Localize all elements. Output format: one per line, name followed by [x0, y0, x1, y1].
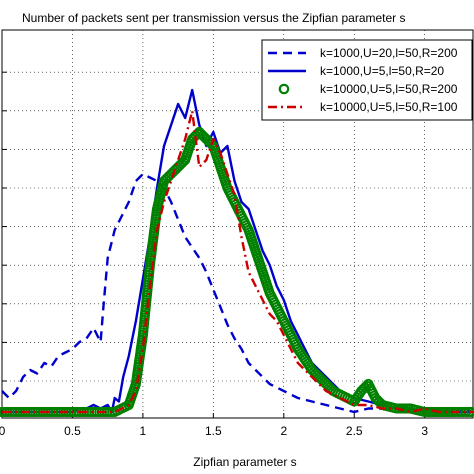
x-tick-label: 1.5 [205, 424, 222, 438]
x-tick-label: 0 [0, 424, 6, 438]
x-axis-label: Zipfian parameter s [193, 455, 296, 469]
legend-box [261, 39, 473, 121]
plot-area: 0 0.5 1 1.5 2 2.5 3 k=1000,U=20,l=50,R=200 k=100… [0, 29, 474, 438]
chart-title: Number of packets sent per transmission … [22, 11, 406, 25]
legend-label: k=10000,U=5,l=50,R=100 [320, 100, 458, 114]
x-tick-label: 2.5 [346, 424, 363, 438]
legend-marker [278, 83, 290, 95]
x-tick-label: 1 [140, 424, 147, 438]
x-tick-label: 2 [280, 424, 287, 438]
x-tick-label: 3 [421, 424, 428, 438]
legend-label: k=1000,U=5,l=50,R=20 [320, 64, 444, 78]
legend-label: k=10000,U=5,l=50,R=200 [320, 82, 458, 96]
legend-label: k=1000,U=20,l=50,R=200 [320, 46, 458, 60]
series-4-line [2, 109, 474, 414]
series-1-line [1, 172, 474, 414]
series-3-point [466, 406, 474, 418]
x-tick-label: 0.5 [64, 424, 81, 438]
